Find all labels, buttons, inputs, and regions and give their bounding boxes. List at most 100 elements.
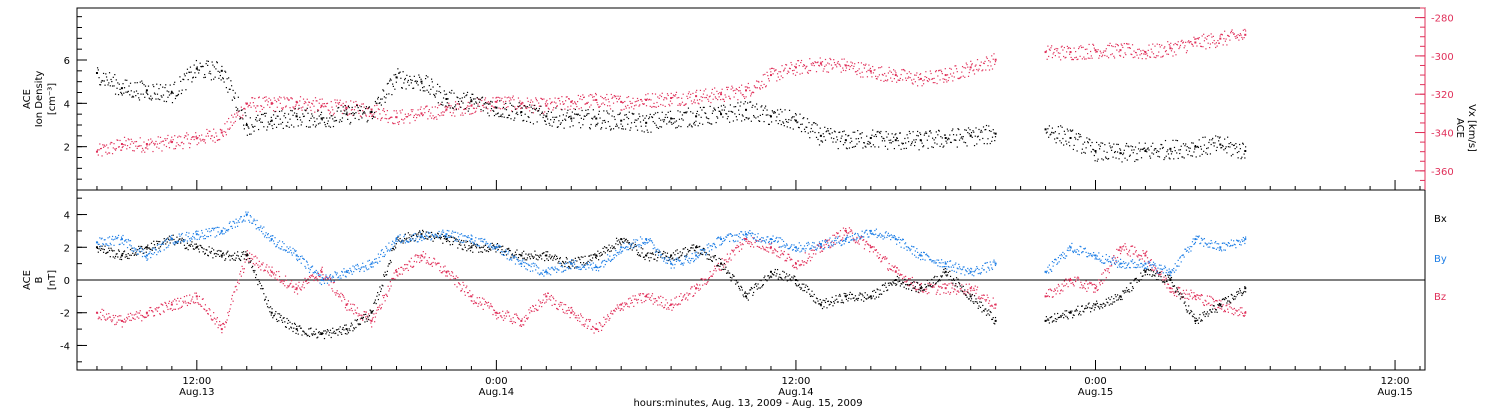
- bx-series-trace-dot: [122, 253, 123, 254]
- density-series-trace-dot: [856, 138, 857, 139]
- vx-series-trace-dot: [834, 62, 835, 63]
- vx-series-trace-dot: [466, 107, 467, 108]
- vx-series-trace-dot: [840, 66, 841, 67]
- vx-series-trace-dot: [814, 65, 815, 66]
- vx-series-trace-dot: [728, 96, 729, 97]
- vx-series-trace-dot: [720, 99, 721, 100]
- vx-series-trace-dot: [109, 152, 110, 153]
- bz-series-trace-dot: [794, 267, 795, 268]
- density-series-trace-dot: [207, 65, 208, 66]
- density-series-trace-dot: [1179, 153, 1180, 154]
- bx-series-trace-dot: [202, 247, 203, 248]
- bz-series-trace-dot: [527, 318, 528, 319]
- vx-series-trace-dot: [126, 148, 127, 149]
- vx-series-trace-dot: [1083, 57, 1084, 58]
- density-series-trace-dot: [233, 96, 234, 97]
- density-series-trace-dot: [536, 108, 537, 109]
- vx-series-trace-dot: [186, 132, 187, 133]
- bx-series-trace-dot: [250, 260, 251, 261]
- density-series-trace-dot: [559, 115, 560, 116]
- bz-series-trace-dot: [580, 313, 581, 314]
- density-series-trace-dot: [800, 124, 801, 125]
- bz-series-trace-dot: [740, 242, 741, 243]
- vx-series-trace-dot: [395, 116, 396, 117]
- vx-series-trace-dot: [1073, 59, 1074, 60]
- vx-series-trace-dot: [748, 83, 749, 84]
- vx-series-trace-dot: [424, 112, 425, 113]
- vx-series-trace-dot: [1093, 45, 1094, 46]
- vx-series-trace-dot: [1181, 40, 1182, 41]
- vx-series-trace-dot: [402, 109, 403, 110]
- vx-series-trace-dot: [444, 106, 445, 107]
- vx-series-trace-dot: [621, 110, 622, 111]
- bz-series-trace-dot: [430, 264, 431, 265]
- vx-series-trace-dot: [656, 107, 657, 108]
- bz-series-trace-dot: [313, 276, 314, 277]
- vx-series-trace-dot: [366, 115, 367, 116]
- vx-series-trace-dot: [543, 98, 544, 99]
- density-series-trace-dot: [150, 96, 151, 97]
- density-series-trace-dot: [299, 117, 300, 118]
- vx-series-trace-dot: [921, 78, 922, 79]
- vx-series-trace-dot: [543, 113, 544, 114]
- bz-series-trace-dot: [738, 246, 739, 247]
- bz-series-trace-dot: [382, 295, 383, 296]
- bz-series-trace-dot: [1225, 311, 1226, 312]
- density-series-trace-dot: [542, 112, 543, 113]
- bx-series-trace-dot: [187, 243, 188, 244]
- bz-series-trace-dot: [784, 251, 785, 252]
- bz-series-trace-dot: [1126, 249, 1127, 250]
- density-series-trace-dot: [501, 116, 502, 117]
- density-series-trace-dot: [1119, 148, 1120, 149]
- vx-series-trace-dot: [1175, 54, 1176, 55]
- density-series-trace-dot: [728, 111, 729, 112]
- density-series-trace-dot: [749, 118, 750, 119]
- vx-series-trace-dot: [168, 143, 169, 144]
- bx-series-trace-dot: [241, 256, 242, 257]
- density-series-trace-dot: [490, 101, 491, 102]
- density-series-trace-dot: [292, 110, 293, 111]
- density-series-trace-dot: [478, 98, 479, 99]
- bz-series-trace-dot: [754, 242, 755, 243]
- bz-series-trace-dot: [1068, 279, 1069, 280]
- bz-series-trace-dot: [899, 275, 900, 276]
- vx-series-trace-dot: [1154, 46, 1155, 47]
- bx-series-trace-dot: [221, 257, 222, 258]
- vx-series-trace-dot: [773, 68, 774, 69]
- bx-series-trace-dot: [240, 260, 241, 261]
- bz-series-trace-dot: [1241, 307, 1242, 308]
- bz-series-trace-dot: [344, 299, 345, 300]
- density-series-trace-dot: [1240, 148, 1241, 149]
- bz-series-trace-dot: [227, 319, 228, 320]
- bz-series-trace-dot: [617, 306, 618, 307]
- bz-series-trace-dot: [978, 296, 979, 297]
- density-series-trace-dot: [983, 126, 984, 127]
- density-series-trace-dot: [757, 116, 758, 117]
- bz-series-trace-dot: [150, 307, 151, 308]
- density-series-trace-dot: [704, 107, 705, 108]
- bz-series-trace-dot: [956, 294, 957, 295]
- vx-series-trace-dot: [778, 71, 779, 72]
- bz-series-trace-dot: [247, 258, 248, 259]
- vx-series-trace-dot: [407, 116, 408, 117]
- density-series-trace-dot: [710, 106, 711, 107]
- density-series-trace-dot: [243, 125, 244, 126]
- bz-series-trace-dot: [134, 314, 135, 315]
- density-series-trace-dot: [397, 68, 398, 69]
- density-series-trace-dot: [415, 80, 416, 81]
- density-series-trace-dot: [797, 121, 798, 122]
- density-series-trace-dot: [1112, 146, 1113, 147]
- vx-series-trace-dot: [637, 98, 638, 99]
- density-series-trace-dot: [161, 95, 162, 96]
- bz-series-trace-dot: [1173, 293, 1174, 294]
- bz-series-trace-dot: [571, 307, 572, 308]
- bz-series-trace-dot: [737, 245, 738, 246]
- bz-series-trace-dot: [1056, 287, 1057, 288]
- bz-series-trace-dot: [952, 284, 953, 285]
- vx-series-trace-dot: [151, 142, 152, 143]
- density-series-trace-dot: [769, 115, 770, 116]
- bz-series-trace-dot: [948, 283, 949, 284]
- vx-series-trace-dot: [608, 101, 609, 102]
- vx-series-trace-dot: [476, 108, 477, 109]
- density-series-trace-dot: [626, 117, 627, 118]
